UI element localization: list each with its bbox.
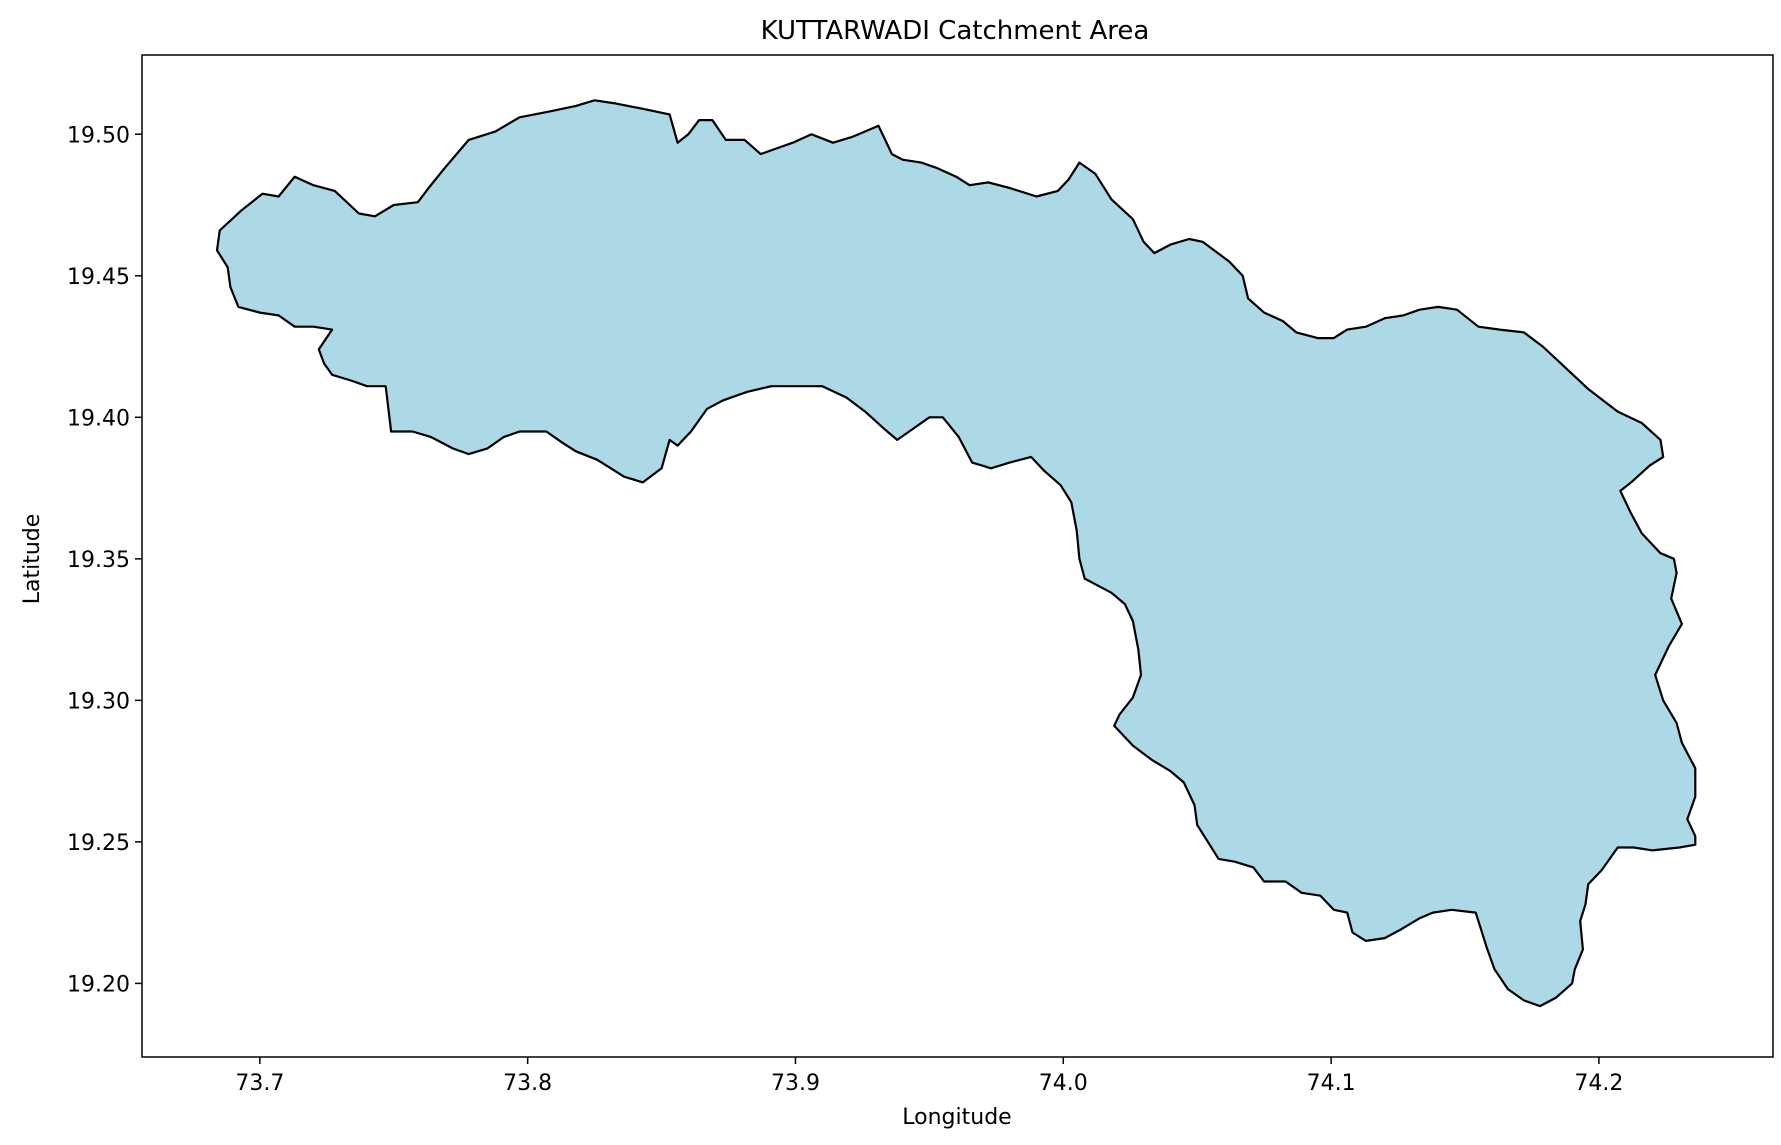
x-tick-label: 74.2 [1574,1071,1623,1096]
x-tick-label: 74.1 [1307,1071,1356,1096]
x-axis: 73.7 73.8 73.9 74.0 74.1 74.2 [235,1057,1623,1096]
y-tick-label: 19.25 [67,831,130,856]
x-tick-label: 73.8 [503,1071,552,1096]
y-axis-label: Latitude [20,514,45,605]
catchment-area-polygon [215,99,1697,1008]
plot-frame [141,54,1774,1058]
y-tick-label: 19.50 [67,123,130,148]
x-axis-label: Longitude [902,1105,1011,1130]
y-tick-label: 19.20 [67,972,130,997]
x-tick-label: 74.0 [1039,1071,1088,1096]
x-tick-label: 73.9 [771,1071,820,1096]
y-tick-label: 19.40 [67,406,130,431]
y-tick-label: 19.30 [67,689,130,714]
x-tick-label: 73.7 [235,1071,284,1096]
y-tick-label: 19.35 [67,548,130,573]
y-axis: 19.50 19.45 19.40 19.35 19.30 19.25 19.20 [67,123,142,997]
map-title: KUTTARWADI Catchment Area [761,16,1150,46]
y-tick-label: 19.45 [67,265,130,290]
